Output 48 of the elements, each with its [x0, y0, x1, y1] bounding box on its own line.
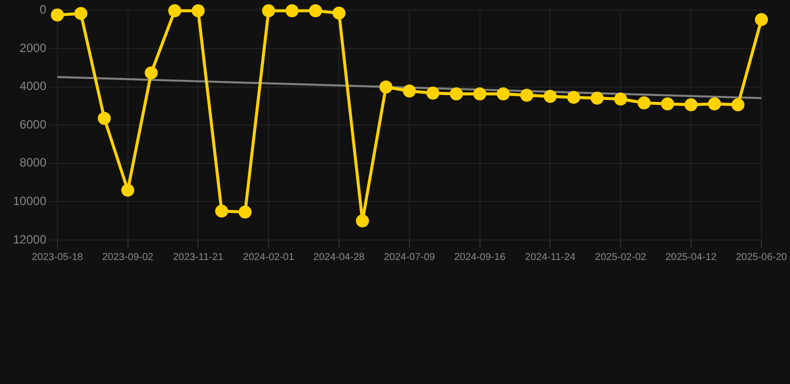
x-tick-label: 2024-02-01 [243, 252, 295, 263]
point [450, 87, 463, 100]
point [215, 204, 228, 218]
point [638, 96, 651, 110]
y-tick-label: 8000 [20, 156, 47, 170]
point [356, 214, 369, 228]
point [754, 13, 768, 26]
point [426, 86, 440, 100]
x-tick-label: 2025-02-02 [595, 252, 647, 263]
point [121, 184, 134, 197]
y-tick-label: 0 [40, 2, 47, 17]
x-tick-label: 2025-06-20 [736, 252, 788, 263]
x-tick-label: 2024-07-09 [384, 252, 436, 263]
point [379, 80, 392, 94]
y-tick-label: 2000 [20, 40, 47, 55]
point [74, 6, 88, 20]
point [544, 90, 557, 103]
y-tick-label: 12000 [12, 232, 47, 246]
point [661, 97, 674, 110]
x-tick-label: 2024-11-24 [524, 252, 576, 263]
point [614, 92, 628, 106]
point [496, 87, 510, 100]
x-tick-label: 2023-05-18 [32, 252, 84, 263]
x-tick-label: 2024-04-28 [313, 252, 366, 263]
point [192, 4, 205, 18]
point [238, 206, 252, 219]
point [168, 4, 182, 18]
x-tick-label: 2024-09-16 [454, 252, 506, 263]
point [144, 66, 158, 80]
x-tick-label: 2025-04-12 [665, 252, 718, 263]
point [731, 98, 744, 112]
point [708, 97, 721, 110]
point [402, 84, 416, 98]
point [684, 98, 698, 112]
x-tick-label: 2023-11-21 [172, 252, 224, 263]
point [473, 87, 486, 100]
point [332, 6, 346, 20]
point [262, 4, 276, 18]
point [567, 90, 580, 104]
y-tick-label: 10000 [12, 194, 47, 208]
y-tick-label: 4000 [20, 79, 47, 94]
point [98, 112, 111, 125]
point [520, 88, 534, 102]
point [286, 4, 299, 18]
y-tick-label: 6000 [20, 117, 47, 132]
x-tick-label: 2023-09-02 [102, 252, 154, 263]
point [590, 92, 604, 105]
point [309, 4, 322, 18]
